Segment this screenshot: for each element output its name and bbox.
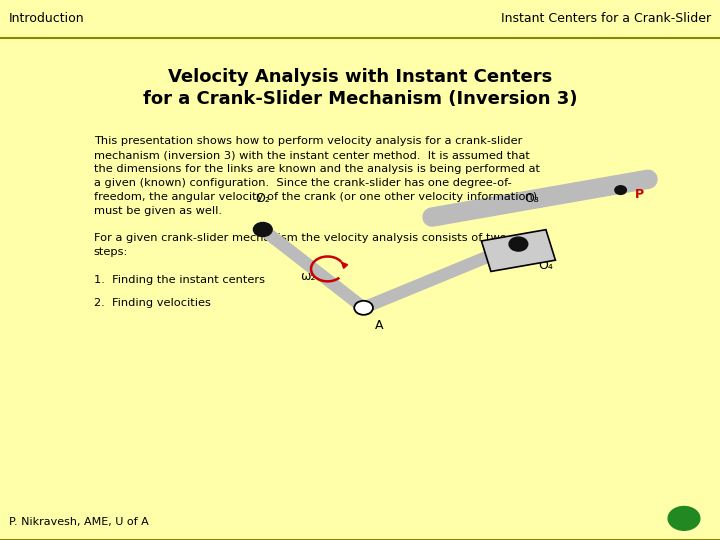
Text: P: P [635,188,644,201]
Text: P. Nikravesh, AME, U of A: P. Nikravesh, AME, U of A [9,517,148,526]
Circle shape [668,507,700,530]
Text: A: A [375,319,384,332]
Text: Velocity Analysis with Instant Centers: Velocity Analysis with Instant Centers [168,68,552,86]
Text: ω₂: ω₂ [300,270,316,283]
Text: O₄: O₄ [539,259,553,272]
Text: Introduction: Introduction [9,12,84,25]
Polygon shape [482,230,555,272]
Text: For a given crank-slider mechanism the velocity analysis consists of two
steps:: For a given crank-slider mechanism the v… [94,233,506,257]
Circle shape [253,222,272,237]
Text: for a Crank-Slider Mechanism (Inversion 3): for a Crank-Slider Mechanism (Inversion … [143,90,577,109]
Text: 2.  Finding velocities: 2. Finding velocities [94,298,210,308]
Circle shape [509,237,528,251]
Text: This presentation shows how to perform velocity analysis for a crank-slider
mech: This presentation shows how to perform v… [94,136,539,216]
Text: O₃: O₃ [524,192,539,205]
Text: O₂: O₂ [256,192,270,205]
Text: 1.  Finding the instant centers: 1. Finding the instant centers [94,275,265,286]
Text: Instant Centers for a Crank-Slider: Instant Centers for a Crank-Slider [501,12,711,25]
Circle shape [615,186,626,194]
Circle shape [354,301,373,315]
